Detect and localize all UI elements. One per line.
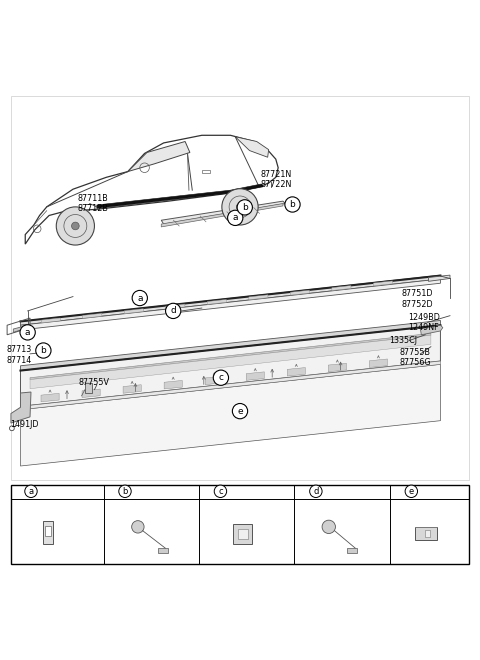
Polygon shape xyxy=(207,300,227,304)
Polygon shape xyxy=(373,281,393,286)
Polygon shape xyxy=(82,389,100,397)
Text: b: b xyxy=(40,346,46,355)
Text: a: a xyxy=(232,213,238,222)
Polygon shape xyxy=(124,309,144,313)
Bar xyxy=(45,526,51,537)
Text: d: d xyxy=(170,306,176,315)
Text: d: d xyxy=(313,487,319,496)
Text: 87701B: 87701B xyxy=(316,548,343,554)
Polygon shape xyxy=(123,385,141,393)
Text: 1249BD
1249NF: 1249BD 1249NF xyxy=(408,313,440,332)
Polygon shape xyxy=(21,275,441,325)
Polygon shape xyxy=(21,279,441,330)
Circle shape xyxy=(20,325,35,340)
Circle shape xyxy=(214,485,227,498)
Circle shape xyxy=(132,521,144,533)
Text: c: c xyxy=(218,487,223,496)
Polygon shape xyxy=(164,380,182,389)
Text: 1335CJ: 1335CJ xyxy=(389,337,417,345)
Text: b: b xyxy=(122,487,128,496)
Bar xyxy=(415,527,437,541)
Polygon shape xyxy=(21,361,441,410)
Text: 1491JD: 1491JD xyxy=(10,420,38,429)
Circle shape xyxy=(132,290,147,306)
Circle shape xyxy=(310,485,322,498)
Polygon shape xyxy=(13,325,28,333)
Polygon shape xyxy=(21,321,441,370)
Text: 87755V: 87755V xyxy=(79,378,110,387)
Text: a: a xyxy=(25,328,30,337)
Circle shape xyxy=(36,343,51,358)
Text: e: e xyxy=(408,487,414,496)
Text: b: b xyxy=(289,200,295,209)
Polygon shape xyxy=(41,393,59,402)
Circle shape xyxy=(25,485,37,498)
Polygon shape xyxy=(21,325,441,407)
Circle shape xyxy=(72,222,79,230)
Polygon shape xyxy=(83,314,102,318)
Polygon shape xyxy=(21,364,441,466)
Polygon shape xyxy=(41,318,60,323)
Text: a: a xyxy=(137,294,143,302)
Polygon shape xyxy=(30,333,431,380)
Circle shape xyxy=(405,485,418,498)
Text: 87786: 87786 xyxy=(232,488,258,497)
Text: 87721N
87722N: 87721N 87722N xyxy=(260,170,291,189)
Text: c: c xyxy=(218,373,223,382)
Bar xyxy=(43,521,53,544)
Circle shape xyxy=(166,304,181,319)
Polygon shape xyxy=(128,141,190,172)
Polygon shape xyxy=(97,184,263,209)
Text: 87751D
87752D: 87751D 87752D xyxy=(401,289,433,309)
Circle shape xyxy=(285,197,300,212)
Polygon shape xyxy=(290,290,310,295)
Text: 1243AJ: 1243AJ xyxy=(146,517,171,523)
Circle shape xyxy=(56,207,95,245)
Bar xyxy=(11,96,469,480)
Circle shape xyxy=(322,520,336,533)
Bar xyxy=(158,548,168,553)
Polygon shape xyxy=(161,201,285,224)
Polygon shape xyxy=(287,368,305,376)
Bar xyxy=(11,485,469,564)
Circle shape xyxy=(213,370,228,385)
Polygon shape xyxy=(161,203,283,227)
Text: a: a xyxy=(28,487,34,496)
Circle shape xyxy=(236,203,244,211)
Text: 87715H: 87715H xyxy=(125,548,153,554)
Circle shape xyxy=(237,200,252,215)
Polygon shape xyxy=(205,376,223,385)
Text: 87713
87714: 87713 87714 xyxy=(6,345,31,364)
Bar xyxy=(85,383,92,393)
Polygon shape xyxy=(25,135,278,244)
Bar xyxy=(202,170,210,172)
Circle shape xyxy=(222,189,258,225)
Text: 1243HZ: 1243HZ xyxy=(337,517,365,523)
Polygon shape xyxy=(246,372,264,380)
Text: 87715G: 87715G xyxy=(43,488,74,497)
Circle shape xyxy=(10,426,14,431)
Polygon shape xyxy=(369,359,387,368)
Polygon shape xyxy=(332,286,351,290)
Polygon shape xyxy=(328,363,347,372)
Bar xyxy=(233,525,252,544)
Bar xyxy=(238,529,248,539)
Polygon shape xyxy=(235,137,269,157)
Polygon shape xyxy=(249,295,268,300)
Bar xyxy=(425,530,431,537)
Text: 87755B
87756G: 87755B 87756G xyxy=(400,348,432,368)
Polygon shape xyxy=(166,304,185,309)
Polygon shape xyxy=(30,335,431,389)
Circle shape xyxy=(228,211,243,226)
Text: b: b xyxy=(242,203,248,212)
Polygon shape xyxy=(11,392,31,423)
Text: e: e xyxy=(237,407,243,416)
Text: 87750: 87750 xyxy=(423,488,449,497)
Circle shape xyxy=(232,403,248,418)
Polygon shape xyxy=(429,275,450,281)
Bar xyxy=(347,548,358,553)
Text: 87711B
87712B: 87711B 87712B xyxy=(78,194,108,213)
Circle shape xyxy=(119,485,131,498)
Polygon shape xyxy=(420,325,443,335)
